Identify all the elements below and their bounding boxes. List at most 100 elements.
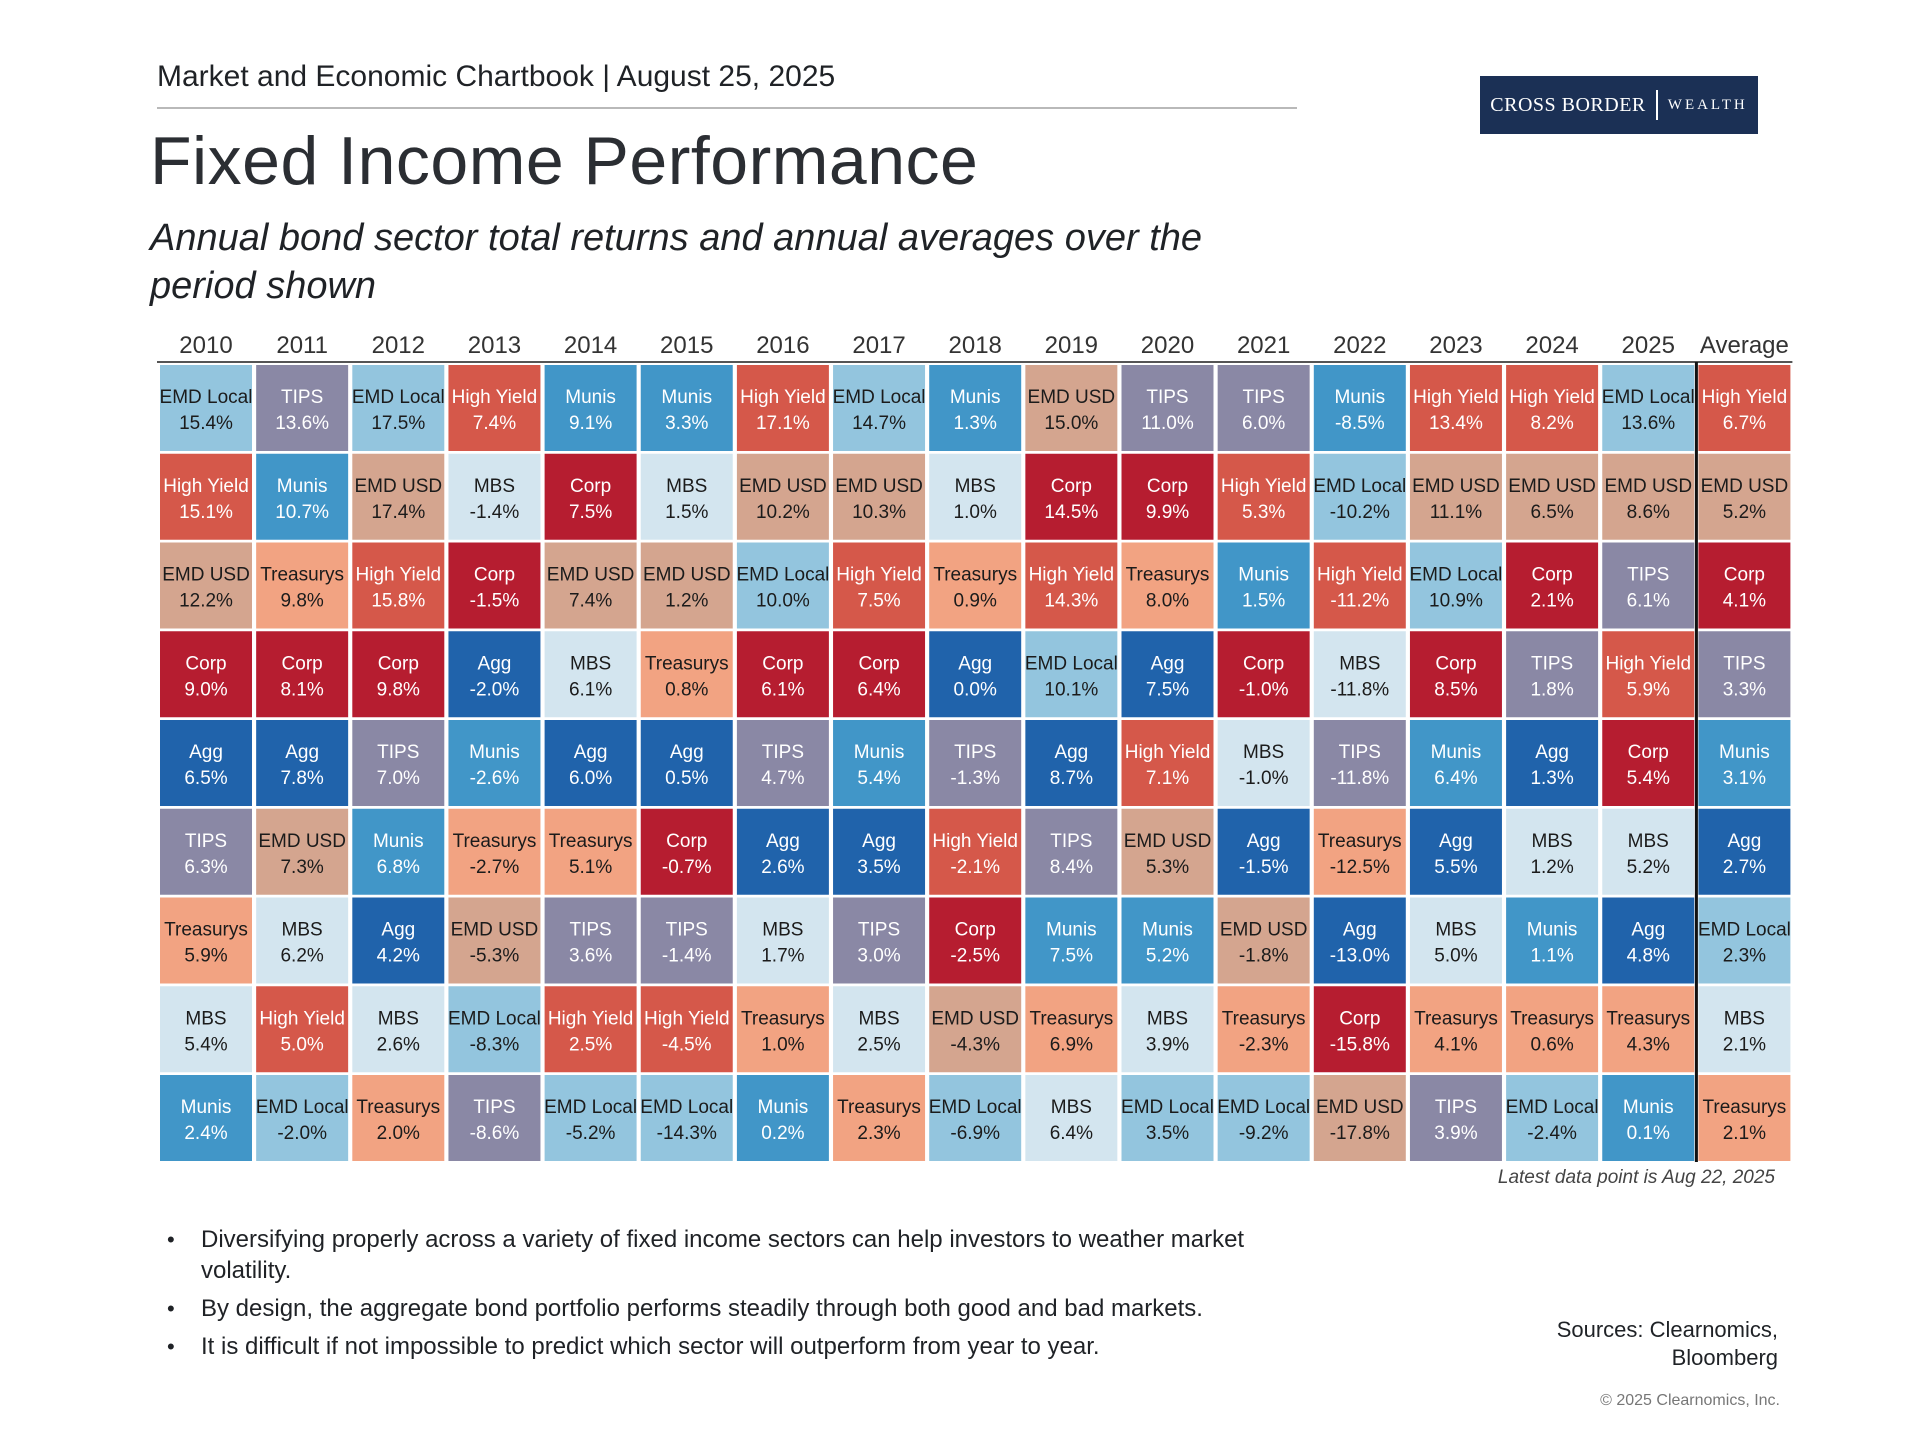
sources: Sources: Clearnomics, Bloomberg	[1556, 1317, 1778, 1370]
column-header-2017: 2017	[852, 332, 905, 359]
cell-return-value: 2.1%	[1723, 1034, 1766, 1055]
cell-mbs	[1313, 631, 1406, 718]
cell-return-value: -17.8%	[1330, 1123, 1390, 1144]
cell-high-yield	[929, 808, 1022, 895]
bullet-dot-icon: •	[167, 1227, 175, 1252]
cell-sector-label: EMD USD	[1508, 476, 1596, 497]
cell-sector-label: MBS	[666, 476, 707, 497]
cell-return-value: 13.6%	[1621, 413, 1675, 434]
cell-return-value: 6.0%	[569, 768, 612, 789]
cell-sector-label: TIPS	[1146, 387, 1188, 408]
cell-sector-label: Corp	[1724, 565, 1765, 586]
column-header-2015: 2015	[660, 332, 713, 359]
cell-return-value: -12.5%	[1330, 857, 1390, 878]
cell-sector-label: MBS	[762, 920, 803, 941]
cell-tips	[160, 808, 252, 895]
cell-emd-usd	[448, 897, 541, 984]
cell-return-value: 1.3%	[1530, 768, 1573, 789]
cell-sector-label: EMD Local	[736, 565, 829, 586]
cell-sector-label: Munis	[277, 476, 328, 497]
column-header-2013: 2013	[468, 332, 521, 359]
cell-sector-label: EMD Local	[1121, 1097, 1214, 1118]
cell-return-value: 13.4%	[1429, 413, 1483, 434]
cell-return-value: 7.5%	[569, 502, 612, 523]
cell-return-value: 6.5%	[184, 768, 227, 789]
cell-return-value: 6.2%	[280, 946, 323, 967]
cell-mbs	[448, 453, 541, 540]
cell-sector-label: Agg	[1439, 831, 1473, 852]
cell-emd-usd	[256, 808, 349, 895]
cell-sector-label: EMD Local	[1506, 1097, 1599, 1118]
cell-agg	[1025, 720, 1118, 806]
cell-return-value: -2.6%	[470, 768, 520, 789]
cell-sector-label: EMD USD	[1028, 387, 1116, 408]
quilt-chart: 2010 2011 2012 2013 2014 2015 2016 2017 2018 2019…	[157, 332, 1793, 1162]
cell-return-value: -1.4%	[662, 946, 712, 967]
cell-mbs	[256, 897, 349, 984]
cell-return-value: 3.9%	[1434, 1123, 1477, 1144]
cell-sector-label: Treasurys	[453, 831, 537, 852]
cell-agg	[1313, 897, 1406, 984]
cell-munis	[1313, 365, 1406, 451]
cell-sector-label: Treasurys	[1029, 1008, 1113, 1029]
cell-sector-label: Agg	[189, 742, 223, 763]
cell-sector-label: High Yield	[1125, 742, 1211, 763]
cell-sector-label: Treasurys	[741, 1008, 825, 1029]
cell-emd-local	[1217, 1075, 1310, 1161]
cell-sector-label: Agg	[766, 831, 800, 852]
cell-munis	[1698, 720, 1791, 806]
cell-return-value: 5.2%	[1723, 502, 1766, 523]
cell-return-value: 15.0%	[1044, 413, 1098, 434]
cell-return-value: 4.1%	[1434, 1034, 1477, 1055]
cell-return-value: 1.7%	[761, 946, 804, 967]
cell-return-value: 14.3%	[1044, 591, 1098, 612]
cell-return-value: -2.7%	[470, 857, 520, 878]
cell-mbs	[1025, 1075, 1118, 1161]
cell-high-yield	[833, 542, 926, 629]
cell-return-value: -11.8%	[1330, 768, 1389, 789]
cell-corp	[448, 542, 541, 629]
cell-emd-local	[1121, 1075, 1214, 1161]
cell-sector-label: Corp	[1339, 1008, 1380, 1029]
cell-sector-label: Agg	[670, 742, 704, 763]
cell-treasurys	[640, 631, 733, 718]
cell-sector-label: Agg	[958, 653, 992, 674]
cell-return-value: -1.0%	[1239, 768, 1289, 789]
cell-return-value: 2.1%	[1723, 1123, 1766, 1144]
cell-mbs	[1506, 808, 1599, 895]
cell-return-value: 5.4%	[1627, 768, 1670, 789]
cell-mbs	[736, 897, 829, 984]
cell-sector-label: Treasurys	[1126, 565, 1210, 586]
cell-sector-label: High Yield	[836, 565, 922, 586]
cell-sector-label: MBS	[1435, 920, 1476, 941]
cell-return-value: 10.3%	[852, 502, 906, 523]
cell-sector-label: TIPS	[954, 742, 996, 763]
cell-sector-label: MBS	[1051, 1097, 1092, 1118]
cell-sector-label: High Yield	[548, 1008, 634, 1029]
cell-return-value: 5.4%	[184, 1034, 227, 1055]
cell-agg	[448, 631, 541, 718]
cell-emd-usd	[1409, 453, 1502, 540]
cell-sector-label: TIPS	[1243, 387, 1285, 408]
cell-return-value: 17.5%	[371, 413, 425, 434]
cell-sector-label: EMD Local	[352, 387, 445, 408]
cell-return-value: 2.3%	[1723, 946, 1766, 967]
bullet-text: It is difficult if not impossible to pre…	[201, 1333, 1100, 1360]
cell-sector-label: EMD USD	[451, 920, 539, 941]
cell-sector-label: Corp	[570, 476, 611, 497]
cell-sector-label: EMD Local	[833, 387, 926, 408]
cell-tips	[448, 1075, 541, 1161]
bullet-item: • By design, the aggregate bond portfolio…	[165, 1293, 1325, 1324]
cell-mbs	[1602, 808, 1695, 895]
cell-sector-label: TIPS	[569, 920, 611, 941]
cell-sector-label: Corp	[955, 920, 996, 941]
cell-mbs	[1217, 720, 1310, 806]
page-subtitle: Annual bond sector total returns and ann…	[150, 217, 1203, 307]
cell-treasurys	[1506, 986, 1599, 1073]
cell-return-value: 0.8%	[665, 679, 708, 700]
column-header-2012: 2012	[372, 332, 425, 359]
cell-sector-label: High Yield	[1702, 387, 1788, 408]
cell-corp	[1217, 631, 1310, 718]
cell-return-value: 8.1%	[280, 679, 323, 700]
cell-sector-label: Munis	[661, 387, 712, 408]
